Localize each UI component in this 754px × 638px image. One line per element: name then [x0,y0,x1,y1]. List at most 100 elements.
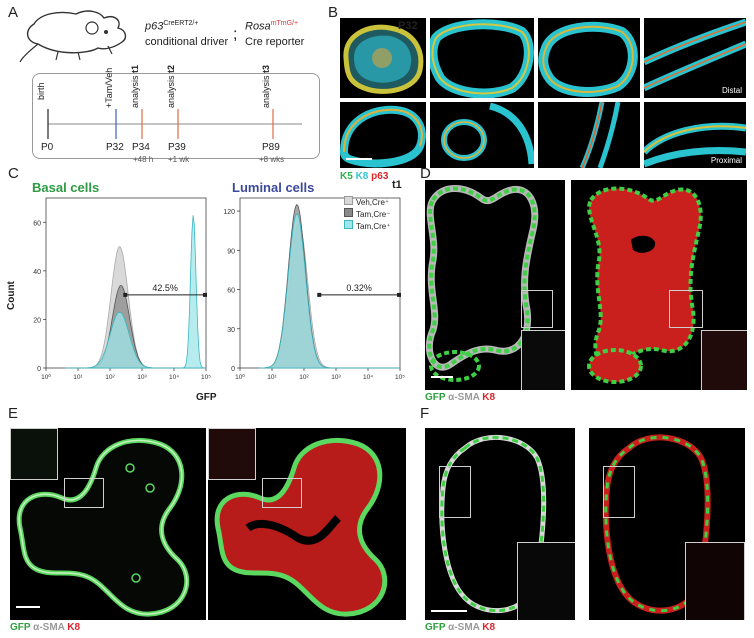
event-t3-delta: +8 wks [259,155,285,164]
panel-e-stain-legend: GFP α-SMA K8 [10,622,80,633]
col-label-p32: P32 [398,20,418,32]
reporter-gene: Rosa [245,20,271,33]
panel-f-stain-legend: GFP α-SMA K8 [425,622,495,633]
micrograph-b-t2-distal: t2 [538,18,640,98]
event-t2-delta: +1 wk [168,155,190,164]
panel-letter-f: F [420,405,430,422]
x-tick-label: 10¹ [73,374,83,381]
y-tick-label: 60 [227,288,235,295]
event-t2-label-bold: t2 [166,64,176,73]
zoom-inset [685,542,745,620]
x-tick-label: 10⁵ [201,374,211,381]
zoom-region-box [669,290,703,328]
x-tick-label: 10⁴ [169,374,179,381]
legend-k5: K5 [340,171,353,182]
legend-gfp: GFP [425,622,446,633]
driver-gene: p63 [145,20,164,33]
legend-k8: K8 [479,622,496,633]
y-tick-label: 60 [33,220,41,227]
reporter-caption: Cre reporter [245,36,305,48]
x-tick-label: 10² [105,374,115,381]
series-3-histogram [65,215,206,369]
micrograph-e-gfp-sma [10,428,206,620]
facs-legend: Veh,Cre⁺ Tam,Cre⁻ Tam,Cre⁺ [344,196,404,232]
x-tick-label: 10³ [331,374,341,381]
swatch-tam-pos [344,220,353,229]
zoom-inset [701,330,747,390]
legend-tam-neg-label: Tam,Cre⁻ [356,210,391,219]
row-label-proximal: Proximal [710,156,742,165]
genotype-separator: ; [233,26,238,43]
event-t3-label: analysis t3 [261,65,271,108]
x-tick-label: 10⁴ [363,374,373,381]
timeline-box [32,73,320,159]
scale-bar [16,606,40,608]
x-tick-label: 10⁰ [235,373,245,381]
legend-gfp: GFP [425,392,446,403]
driver-allele: CreERT2/+ [163,20,199,27]
event-t1-label-bold: t1 [130,64,140,73]
event-tam-label: +Tam/Veh [104,67,114,108]
y-axis-label: Count [6,281,17,310]
swatch-veh [344,196,353,205]
gate-marker-right [203,292,207,297]
gate-percent-label: 0.32% [346,283,372,293]
event-t2-label-text: analysis [166,72,176,108]
panel-letter-b: B [328,4,339,21]
micrograph-b-t3-distal: t3 Distal [644,18,746,98]
zoom-region-box [521,290,553,328]
micrograph-f-gfp-sma [425,428,575,620]
swatch-tam-neg [344,208,353,217]
panel-b-legend: K5 K8 p63 [340,171,388,182]
y-tick-label: 0 [37,366,41,373]
legend-veh-label: Veh,Cre⁺ [356,198,390,207]
zoom-inset [208,428,256,480]
legend-asma: α-SMA [30,622,65,633]
row-label-distal: Distal [721,86,742,95]
y-tick-label: 30 [227,327,235,334]
panel-letter-a: A [8,4,19,21]
event-t1-label: analysis t1 [130,65,140,108]
micrograph-b-p32-proximal [340,102,426,168]
micrograph-b-p32-distal: P32 [340,18,426,98]
gate-percent-label: 42.5% [152,283,178,293]
legend-p63: p63 [371,171,389,182]
gate-marker-left [123,292,128,297]
legend-asma: α-SMA [445,392,480,403]
legend-veh-cre-pos: Veh,Cre⁺ [344,196,404,208]
x-tick-label: 10³ [137,374,147,381]
legend-asma: α-SMA [445,622,480,633]
y-tick-label: 20 [33,317,41,324]
zoom-region-box [439,466,471,518]
timeline-axis [47,109,302,139]
luminal-title: Luminal cells [232,180,315,195]
zoom-inset [10,428,58,480]
scale-bar [346,158,372,160]
micrograph-b-t1-distal: t1 [430,18,534,98]
y-tick-label: 90 [227,248,235,255]
event-birth-label: birth [36,82,46,100]
y-tick-label: 40 [33,269,41,276]
panel-d-stain-legend: GFP α-SMA K8 [425,392,495,403]
event-p0: P0 [41,142,54,153]
legend-k8: K8 [479,392,496,403]
x-tick-label: 10¹ [267,374,277,381]
micrograph-e-gfp-k8: t2 [208,428,406,620]
y-tick-label: 0 [231,366,235,373]
micrograph-b-t1-proximal [430,102,534,168]
zoom-inset [517,542,575,620]
legend-k8: K8 [64,622,81,633]
legend-tam-cre-pos: Tam,Cre⁺ [344,220,404,232]
legend-tam-pos-label: Tam,Cre⁺ [356,222,391,231]
luminal-histogram: 0 30 60 90 120 10⁰ 10¹ 10² 10³ 10⁴ 10⁵ 0.32% [223,197,405,381]
mouse-icon [19,10,127,63]
basal-histogram: 0 20 40 60 10⁰ 10¹ 10² 10³ 10⁴ 10⁵ 42.5% [33,197,211,381]
event-p32: P32 [106,142,124,153]
event-p39: P39 [168,142,186,153]
micrograph-b-t3-proximal: Proximal [644,102,746,168]
y-tick-label: 120 [223,209,235,216]
micrograph-d-gfp-sma [425,180,565,390]
basal-title: Basal cells [32,180,100,195]
x-tick-label: 10⁵ [395,374,405,381]
legend-k8: K8 [355,171,369,182]
